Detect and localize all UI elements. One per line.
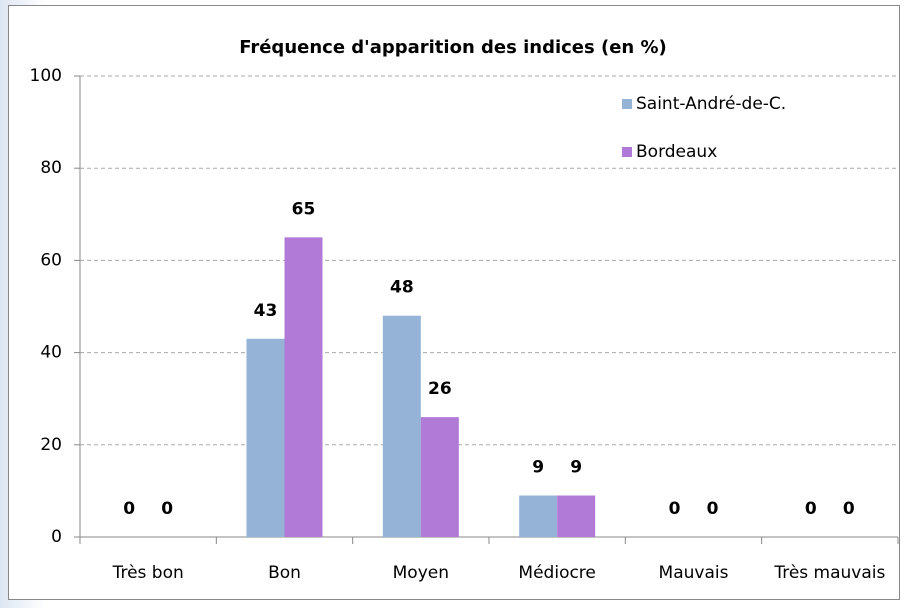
x-tick-label: Moyen — [393, 563, 449, 583]
data-label: 0 — [707, 499, 719, 519]
y-tick-label: 40 — [40, 343, 62, 363]
y-tick-label: 20 — [40, 435, 62, 455]
x-tick-label: Mauvais — [659, 563, 729, 583]
data-label: 65 — [292, 199, 316, 219]
data-label: 26 — [428, 379, 452, 399]
y-tick-label: 60 — [40, 250, 62, 270]
data-label: 9 — [570, 458, 582, 478]
legend-swatch — [622, 99, 632, 109]
data-label: 0 — [669, 499, 681, 519]
data-label: 0 — [805, 499, 817, 519]
legend-swatch — [622, 147, 632, 157]
x-tick-label: Médiocre — [518, 563, 595, 583]
legend-label: Bordeaux — [636, 142, 717, 162]
x-tick-label: Très mauvais — [773, 563, 885, 583]
data-label: 48 — [390, 278, 414, 298]
data-label: 0 — [843, 499, 855, 519]
chart-title: Fréquence d'apparition des indices (en %… — [239, 37, 667, 58]
y-tick-label: 100 — [30, 66, 62, 86]
bar — [557, 495, 596, 537]
bar — [284, 237, 323, 537]
x-tick-label: Bon — [268, 563, 301, 583]
legend-label: Saint-André-de-C. — [636, 94, 786, 114]
bar — [246, 338, 285, 537]
y-tick-label: 0 — [51, 527, 62, 547]
bar — [382, 315, 421, 537]
data-label: 0 — [161, 499, 173, 519]
data-label: 9 — [532, 458, 544, 478]
bar — [420, 417, 459, 537]
data-label: 0 — [123, 499, 135, 519]
data-label: 43 — [254, 301, 278, 321]
bar — [519, 495, 558, 537]
y-tick-label: 80 — [40, 158, 62, 178]
x-tick-label: Très bon — [112, 563, 184, 583]
